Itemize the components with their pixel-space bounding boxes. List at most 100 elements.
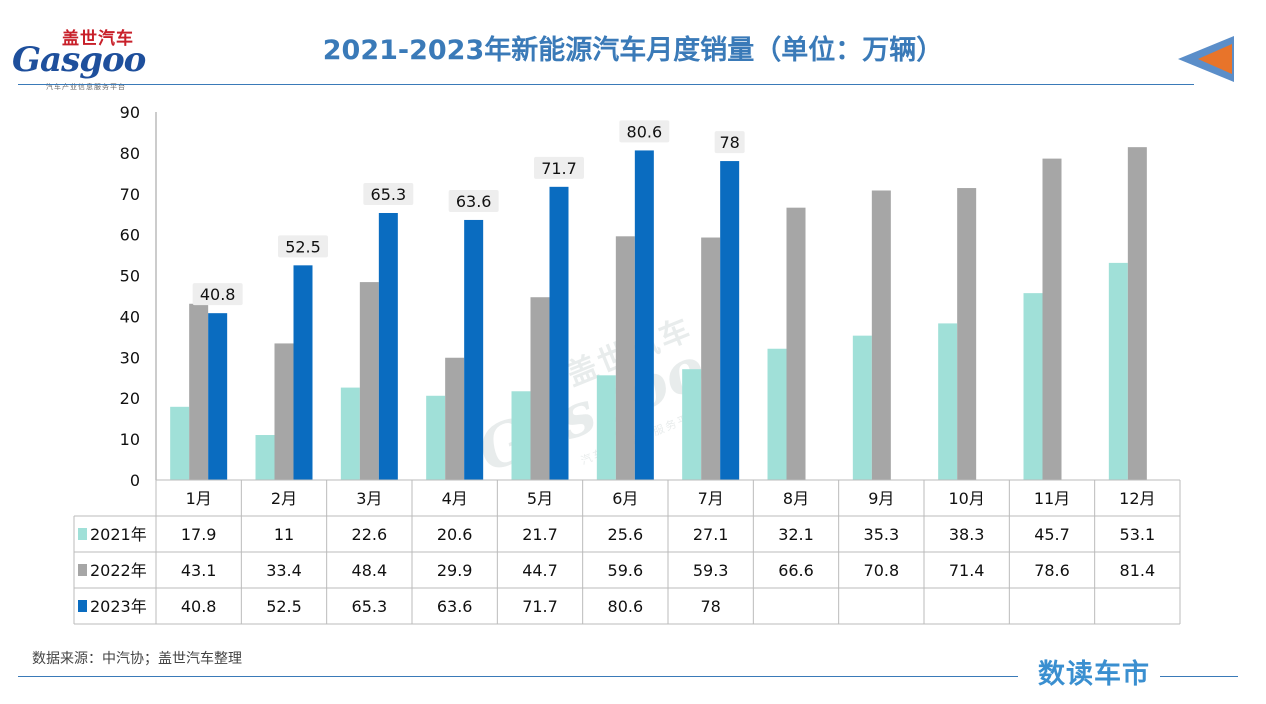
bar-2022年-3月 bbox=[359, 282, 379, 480]
table-cell: 43.1 bbox=[181, 561, 217, 580]
x-tick-label: 4月 bbox=[442, 489, 468, 508]
bar-2023年-5月 bbox=[549, 186, 569, 480]
bar-2022年-11月 bbox=[1042, 158, 1062, 480]
corner-arrow-icon bbox=[1178, 36, 1234, 82]
y-tick-label: 80 bbox=[120, 144, 140, 163]
bar-2022年-2月 bbox=[274, 343, 294, 480]
x-tick-label: 1月 bbox=[186, 489, 212, 508]
data-label: 40.8 bbox=[200, 285, 236, 304]
data-label: 65.3 bbox=[371, 185, 407, 204]
y-tick-label: 40 bbox=[120, 307, 140, 326]
bar-2023年-4月 bbox=[464, 219, 484, 481]
bar-2023年-3月 bbox=[378, 212, 398, 481]
bar-2021年-8月 bbox=[767, 348, 787, 480]
footer-divider-right bbox=[1160, 676, 1238, 677]
bar-2023年-2月 bbox=[293, 265, 313, 480]
table-cell: 71.4 bbox=[949, 561, 985, 580]
data-label-box bbox=[363, 182, 414, 205]
bar-2021年-2月 bbox=[255, 435, 275, 480]
data-label-box bbox=[714, 131, 745, 154]
y-tick-label: 30 bbox=[120, 348, 140, 367]
data-label: 80.6 bbox=[627, 122, 663, 141]
table-cell: 71.7 bbox=[522, 597, 558, 616]
x-tick-label: 10月 bbox=[948, 489, 984, 508]
y-tick-label: 60 bbox=[120, 226, 140, 245]
legend-swatch bbox=[78, 600, 87, 612]
source-note: 数据来源：中汽协；盖世汽车整理 bbox=[32, 651, 242, 667]
table-cell: 63.6 bbox=[437, 597, 473, 616]
table-cell: 48.4 bbox=[352, 561, 388, 580]
x-tick-label: 6月 bbox=[612, 489, 638, 508]
table-cell: 32.1 bbox=[778, 525, 814, 544]
chart-title: 2021-2023年新能源汽车月度销量（单位：万辆） bbox=[322, 35, 944, 66]
table-cell: 78 bbox=[700, 597, 720, 616]
bar-2023年-7月 bbox=[720, 161, 740, 481]
y-tick-label: 0 bbox=[130, 471, 140, 490]
table-cell: 81.4 bbox=[1120, 561, 1156, 580]
bar-2021年-1月 bbox=[170, 406, 190, 480]
table-cell: 44.7 bbox=[522, 561, 558, 580]
bar-2021年-7月 bbox=[682, 369, 702, 480]
bar-2021年-4月 bbox=[426, 395, 446, 480]
bar-2021年-12月 bbox=[1108, 262, 1128, 480]
y-tick-label: 20 bbox=[120, 389, 140, 408]
gasgoo-logo: 盖世汽车 Gasgoo 汽车产业信息服务平台 bbox=[12, 22, 162, 94]
table-cell: 20.6 bbox=[437, 525, 473, 544]
bar-2022年-12月 bbox=[1127, 147, 1147, 481]
table-cell: 22.6 bbox=[352, 525, 388, 544]
data-label-box bbox=[534, 156, 584, 179]
brand-label: 数读车市 bbox=[1038, 659, 1150, 690]
data-label-box bbox=[192, 283, 243, 306]
logo-tagline: 汽车产业信息服务平台 bbox=[46, 83, 126, 91]
table-cell: 52.5 bbox=[266, 597, 302, 616]
bar-2023年-1月 bbox=[208, 313, 228, 480]
x-tick-label: 3月 bbox=[356, 489, 382, 508]
data-label-box bbox=[278, 235, 328, 258]
data-label-box bbox=[448, 189, 499, 212]
table-cell: 33.4 bbox=[266, 561, 302, 580]
bar-2022年-9月 bbox=[871, 190, 891, 481]
table-cell: 11 bbox=[274, 525, 294, 544]
x-tick-label: 7月 bbox=[698, 489, 724, 508]
bar-2021年-9月 bbox=[852, 335, 872, 480]
table-cell: 17.9 bbox=[181, 525, 217, 544]
legend-label: 2023年 bbox=[90, 597, 147, 616]
x-tick-label: 12月 bbox=[1119, 489, 1155, 508]
y-tick-label: 90 bbox=[120, 103, 140, 122]
bar-2022年-1月 bbox=[189, 303, 209, 480]
table-cell: 25.6 bbox=[608, 525, 644, 544]
data-label: 71.7 bbox=[541, 159, 577, 178]
bar-2022年-10月 bbox=[957, 188, 977, 480]
table-cell: 70.8 bbox=[864, 561, 900, 580]
data-label: 78 bbox=[719, 133, 739, 152]
title-divider bbox=[18, 84, 1194, 85]
x-tick-label: 9月 bbox=[868, 489, 894, 508]
table-cell: 78.6 bbox=[1034, 561, 1070, 580]
table-cell: 45.7 bbox=[1034, 525, 1070, 544]
table-cell: 40.8 bbox=[181, 597, 217, 616]
bar-2022年-8月 bbox=[786, 207, 806, 480]
table-cell: 29.9 bbox=[437, 561, 473, 580]
bar-2022年-7月 bbox=[701, 237, 721, 480]
y-tick-label: 50 bbox=[120, 267, 140, 286]
legend-label: 2021年 bbox=[90, 525, 147, 544]
footer-divider bbox=[18, 676, 1018, 677]
bar-2021年-3月 bbox=[340, 387, 360, 480]
x-tick-label: 2月 bbox=[271, 489, 297, 508]
legend-label: 2022年 bbox=[90, 561, 147, 580]
data-label: 63.6 bbox=[456, 192, 492, 211]
table-cell: 59.3 bbox=[693, 561, 729, 580]
y-tick-label: 70 bbox=[120, 185, 140, 204]
logo-english-name: Gasgoo bbox=[12, 40, 146, 80]
x-tick-label: 5月 bbox=[527, 489, 553, 508]
bar-2022年-4月 bbox=[445, 357, 465, 480]
bar-2021年-5月 bbox=[511, 391, 531, 480]
table-cell: 35.3 bbox=[864, 525, 900, 544]
bar-2021年-10月 bbox=[938, 323, 958, 480]
bar-2023年-6月 bbox=[634, 150, 654, 481]
legend-swatch bbox=[78, 528, 87, 540]
table-cell: 38.3 bbox=[949, 525, 985, 544]
bar-2021年-11月 bbox=[1023, 293, 1043, 480]
legend-swatch bbox=[78, 564, 87, 576]
